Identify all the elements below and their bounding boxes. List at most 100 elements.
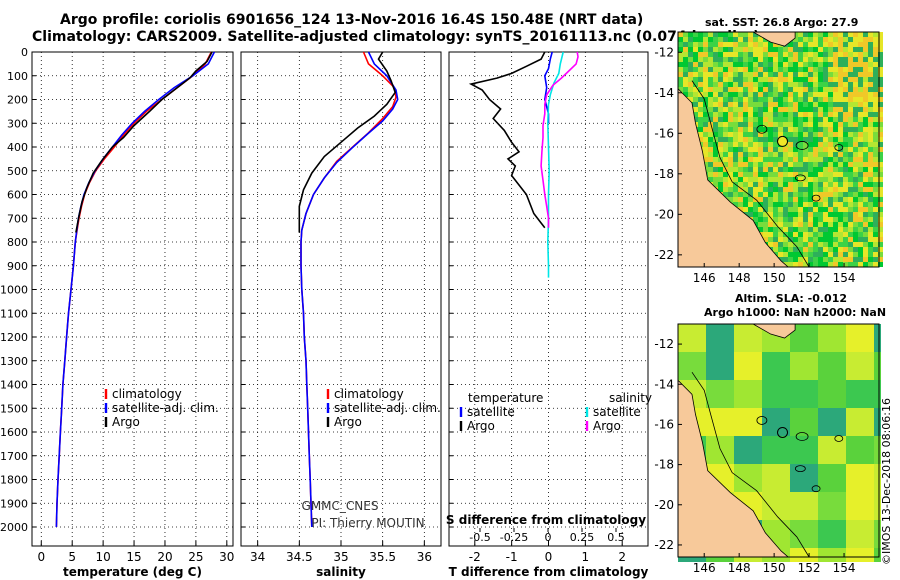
sst-map-title: sat. SST: 26.8 Argo: 27.9 — [705, 16, 859, 29]
depth-tick-label: 300 — [7, 117, 28, 130]
depth-tick-label: 1900 — [0, 497, 28, 510]
map-y-tick-label: -18 — [654, 458, 674, 472]
depth-tick-label: 1600 — [0, 426, 28, 439]
x-axis-label-salinity: salinity — [316, 565, 366, 579]
map-frame — [677, 31, 880, 268]
header-line-2: Climatology: CARS2009. Satellite-adjuste… — [32, 29, 760, 45]
secondary-tick-label: 0 — [545, 531, 552, 544]
depth-tick-label: 1800 — [0, 474, 28, 487]
map-x-tick-label: 148 — [728, 271, 751, 285]
gmmc-annotation: GMMC_CNES — [302, 499, 379, 513]
x-tick-label: 30 — [219, 550, 234, 564]
depth-tick-label: 1500 — [0, 402, 28, 415]
x-tick-label: 15 — [126, 550, 141, 564]
map-x-tick-label: 154 — [833, 271, 856, 285]
depth-tick-label: 1300 — [0, 355, 28, 368]
argo-position-marker — [777, 135, 789, 147]
depth-tick-label: 100 — [7, 70, 28, 83]
depth-tick-label: 600 — [7, 189, 28, 202]
depth-tick-label: 800 — [7, 236, 28, 249]
map-y-tick-label: -22 — [654, 248, 674, 262]
depth-tick-label: 500 — [7, 165, 28, 178]
reef-contour — [811, 485, 821, 493]
map-x-tick-label: 146 — [693, 271, 716, 285]
argo-position-marker — [777, 426, 789, 438]
map-x-tick-label: 146 — [693, 561, 716, 575]
map-x-tick-label: 148 — [728, 561, 751, 575]
secondary-tick-label: -0.25 — [500, 531, 528, 544]
secondary-axis-title: S difference from climatology — [446, 513, 646, 527]
secondary-tick-label: 0.5 — [607, 531, 625, 544]
sla-map-title-1: Altim. SLA: -0.012 — [735, 292, 848, 305]
legend-label: climatology — [112, 387, 182, 401]
map-y-tick-label: -16 — [654, 417, 674, 431]
depth-tick-label: 400 — [7, 141, 28, 154]
depth-tick-label: 900 — [7, 260, 28, 273]
map-y-tick-label: -16 — [654, 126, 674, 140]
series-line-argo — [75, 51, 213, 233]
x-tick-label: 0 — [545, 550, 553, 564]
map-y-tick-label: -12 — [654, 337, 674, 351]
header-line-1: Argo profile: coriolis 6901656_124 13-No… — [60, 12, 644, 28]
map-group-sla_map — [677, 323, 881, 562]
map-y-tick-label: -14 — [654, 86, 674, 100]
x-tick-label: 2 — [618, 550, 626, 564]
legend-label: Argo — [467, 419, 495, 433]
x-tick-label: 20 — [157, 550, 172, 564]
legend-label: satellite — [467, 405, 515, 419]
x-axis-label-temperature: temperature (deg C) — [63, 565, 202, 579]
reef-contour — [794, 174, 806, 182]
map-x-tick-label: 152 — [798, 271, 821, 285]
depth-tick-label: 700 — [7, 212, 28, 225]
depth-tick-label: 1100 — [0, 307, 28, 320]
secondary-tick-label: 0.25 — [570, 531, 595, 544]
depth-tick-label: 1400 — [0, 379, 28, 392]
x-tick-label: 0 — [37, 550, 45, 564]
reef-contour — [834, 144, 844, 151]
x-tick-label: 36 — [417, 550, 432, 564]
bathymetry-contour — [691, 371, 810, 558]
reef-contour — [756, 124, 768, 134]
reef-contour — [834, 435, 844, 442]
depth-tick-label: 2000 — [0, 521, 28, 534]
x-axis-label-difference: T difference from climatology — [449, 565, 649, 579]
map-frame — [677, 323, 880, 558]
legend-label: climatology — [334, 387, 404, 401]
sla-map-title-2: Argo h1000: NaN h2000: NaN — [704, 306, 887, 319]
x-tick-label: 10 — [95, 550, 110, 564]
reef-contour — [794, 465, 806, 473]
legend-title-salinity: salinity — [609, 391, 652, 405]
series-line-temperature-argo — [468, 51, 546, 229]
depth-tick-label: 1700 — [0, 450, 28, 463]
legend-label: satellite-adj. clim. — [112, 401, 219, 415]
x-tick-label: 34 — [250, 550, 265, 564]
series-line-salinity-argo — [540, 51, 579, 228]
x-tick-label: -2 — [469, 550, 481, 564]
legend-label: Argo — [593, 419, 621, 433]
x-tick-label: 35.5 — [369, 550, 396, 564]
reef-contour — [756, 416, 768, 425]
x-tick-label: 5 — [68, 550, 76, 564]
map-y-tick-label: -20 — [654, 207, 674, 221]
x-tick-label: 1 — [582, 550, 590, 564]
map-y-tick-label: -12 — [654, 45, 674, 59]
reef-contour — [811, 194, 821, 202]
map-x-tick-label: 154 — [833, 561, 856, 575]
plot-frame-salinity — [240, 51, 442, 547]
x-tick-label: 34.5 — [286, 550, 313, 564]
series-line-argo — [298, 51, 397, 233]
reef-contour — [795, 141, 809, 150]
secondary-tick-label: -0.5 — [469, 531, 490, 544]
legend-label: Argo — [112, 415, 140, 429]
depth-tick-label: 200 — [7, 94, 28, 107]
map-y-tick-label: -18 — [654, 167, 674, 181]
series-line-satellite-adj-clim- — [300, 51, 399, 528]
pi-annotation: PI: Thierry MOUTIN — [311, 516, 424, 530]
series-line-salinity-satellite — [546, 51, 564, 278]
legend-title-temperature: temperature — [468, 391, 543, 405]
map-group-sst_map — [677, 31, 883, 268]
x-tick-label: -1 — [506, 550, 518, 564]
x-tick-label: 35 — [333, 550, 348, 564]
legend-label: satellite — [593, 405, 641, 419]
map-y-tick-label: -22 — [654, 538, 674, 552]
